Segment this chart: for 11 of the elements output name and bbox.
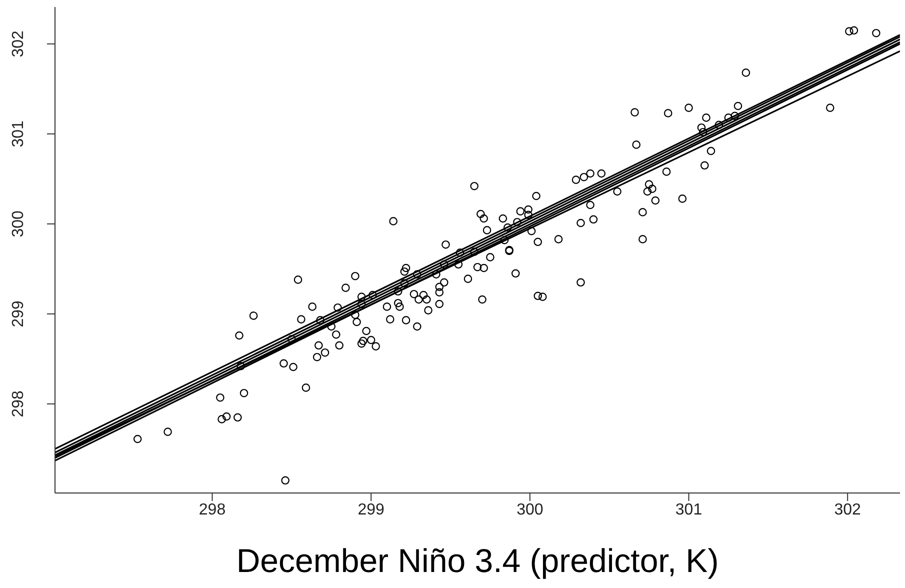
x-tick-label: 298 [198,501,226,518]
x-tick-label: 301 [675,501,702,518]
x-tick-label: 302 [834,501,862,518]
x-axis-title: December Niño 3.4 (predictor, K) [236,542,719,579]
y-tick-label: 298 [10,390,27,418]
x-tick-label: 300 [516,501,544,518]
x-tick-label: 299 [358,501,385,518]
y-tick-label: 302 [10,30,27,58]
y-tick-label: 300 [10,210,27,238]
y-tick-label: 299 [10,300,27,328]
y-tick-label: 301 [10,120,27,148]
